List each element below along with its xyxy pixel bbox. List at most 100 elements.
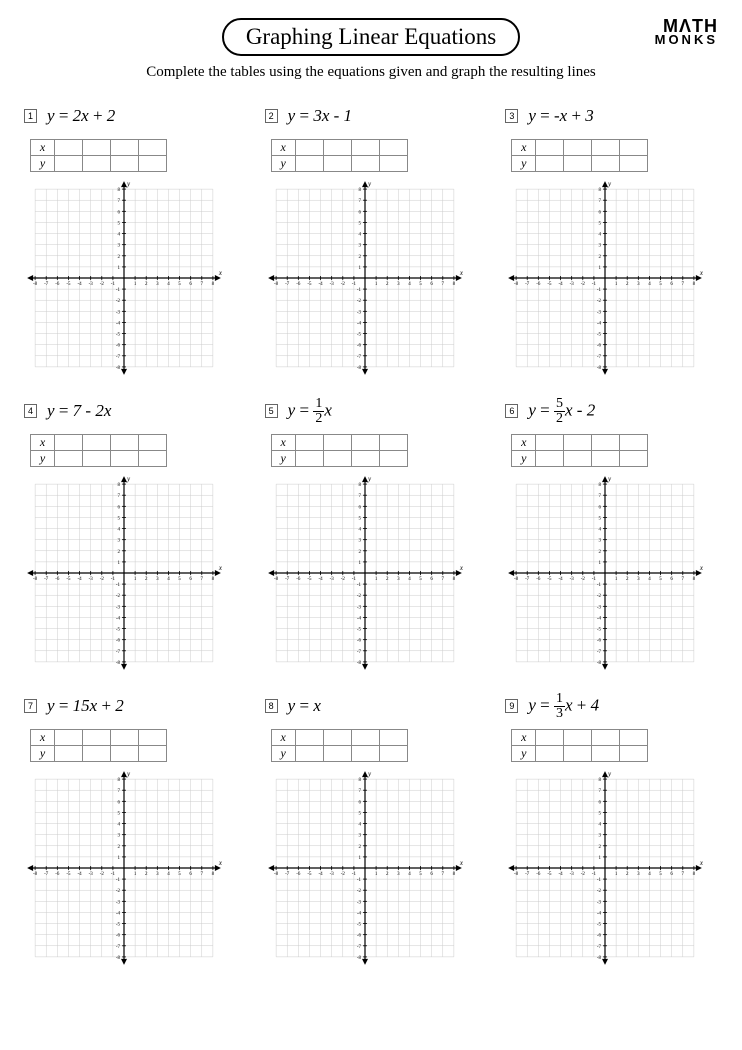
problem: 7y = 15x + 2xy-8-7-6-5-4-3-2-112345678-8… (24, 691, 237, 968)
svg-text:-6: -6 (356, 934, 361, 939)
svg-text:-4: -4 (597, 911, 602, 916)
cell (323, 435, 351, 451)
cell (55, 140, 83, 156)
coordinate-grid: -8-7-6-5-4-3-2-112345678-8-7-6-5-4-3-2-1… (505, 178, 705, 378)
svg-text:-6: -6 (296, 282, 301, 287)
svg-text:-4: -4 (116, 321, 121, 326)
svg-text:-3: -3 (570, 872, 575, 877)
svg-text:-4: -4 (77, 577, 82, 582)
cell (351, 746, 379, 762)
svg-text:-4: -4 (318, 282, 323, 287)
cell (55, 730, 83, 746)
svg-text:-8: -8 (116, 661, 121, 666)
svg-text:-5: -5 (116, 923, 121, 928)
cell (139, 156, 167, 172)
svg-text:-1: -1 (116, 878, 121, 883)
svg-text:-6: -6 (116, 639, 121, 644)
svg-text:-3: -3 (570, 282, 575, 287)
svg-text:-6: -6 (55, 577, 60, 582)
cell (620, 746, 648, 762)
svg-text:-7: -7 (44, 577, 49, 582)
equation: y = 12x (288, 397, 332, 426)
problem-number: 4 (24, 404, 37, 418)
svg-text:-1: -1 (111, 282, 116, 287)
svg-text:-1: -1 (592, 577, 597, 582)
equation: y = x (288, 696, 321, 716)
svg-text:-7: -7 (525, 282, 530, 287)
svg-text:-8: -8 (116, 956, 121, 961)
equation: y = 13x + 4 (528, 692, 599, 721)
svg-text:-3: -3 (329, 872, 334, 877)
xy-table: xy (271, 434, 408, 467)
cell (323, 156, 351, 172)
svg-text:-1: -1 (116, 583, 121, 588)
svg-text:-6: -6 (537, 872, 542, 877)
x-label: x (31, 730, 55, 746)
cell (111, 156, 139, 172)
y-label: y (271, 746, 295, 762)
svg-text:-5: -5 (548, 577, 553, 582)
svg-text:-8: -8 (356, 661, 361, 666)
y-label: y (271, 451, 295, 467)
cell (323, 451, 351, 467)
svg-text:-8: -8 (514, 282, 519, 287)
svg-text:-5: -5 (66, 872, 71, 877)
cell (139, 746, 167, 762)
cell (139, 435, 167, 451)
svg-text:-4: -4 (559, 872, 564, 877)
svg-text:-1: -1 (592, 282, 597, 287)
xy-table: xy (271, 729, 408, 762)
instructions-text: Complete the tables using the equations … (24, 64, 718, 81)
svg-text:-2: -2 (340, 282, 345, 287)
cell (139, 140, 167, 156)
cell (564, 730, 592, 746)
xy-table: xy (511, 139, 648, 172)
cell (351, 156, 379, 172)
svg-text:-4: -4 (356, 616, 361, 621)
cell (55, 451, 83, 467)
problem: 5y = 12xxy-8-7-6-5-4-3-2-112345678-8-7-6… (265, 396, 478, 673)
cell (295, 156, 323, 172)
svg-text:-5: -5 (307, 577, 312, 582)
coordinate-grid: -8-7-6-5-4-3-2-112345678-8-7-6-5-4-3-2-1… (505, 473, 705, 673)
cell (592, 435, 620, 451)
cell (111, 746, 139, 762)
svg-text:-8: -8 (116, 366, 121, 371)
svg-text:-1: -1 (351, 577, 356, 582)
problem-number: 6 (505, 404, 518, 418)
cell (564, 435, 592, 451)
svg-text:-3: -3 (89, 872, 94, 877)
cell (379, 730, 407, 746)
cell (295, 451, 323, 467)
svg-text:-1: -1 (356, 878, 361, 883)
x-label: x (31, 140, 55, 156)
svg-text:-3: -3 (356, 605, 361, 610)
cell (295, 730, 323, 746)
svg-text:-3: -3 (116, 605, 121, 610)
svg-text:-6: -6 (116, 934, 121, 939)
x-label: x (271, 435, 295, 451)
cell (620, 140, 648, 156)
cell (111, 435, 139, 451)
xy-table: xy (30, 139, 167, 172)
svg-text:-7: -7 (356, 650, 361, 655)
cell (111, 451, 139, 467)
y-label: y (31, 156, 55, 172)
cell (564, 451, 592, 467)
cell (295, 746, 323, 762)
xy-table: xy (511, 434, 648, 467)
svg-text:-2: -2 (100, 872, 105, 877)
cell (139, 730, 167, 746)
svg-text:-2: -2 (116, 299, 121, 304)
cell (536, 435, 564, 451)
cell (351, 451, 379, 467)
svg-text:-7: -7 (285, 577, 290, 582)
svg-text:-3: -3 (116, 310, 121, 315)
svg-text:-5: -5 (116, 628, 121, 633)
svg-text:-1: -1 (356, 288, 361, 293)
svg-text:-8: -8 (597, 661, 602, 666)
svg-text:-7: -7 (44, 282, 49, 287)
svg-text:-4: -4 (597, 616, 602, 621)
problem: 9y = 13x + 4xy-8-7-6-5-4-3-2-112345678-8… (505, 691, 718, 968)
cell (592, 140, 620, 156)
